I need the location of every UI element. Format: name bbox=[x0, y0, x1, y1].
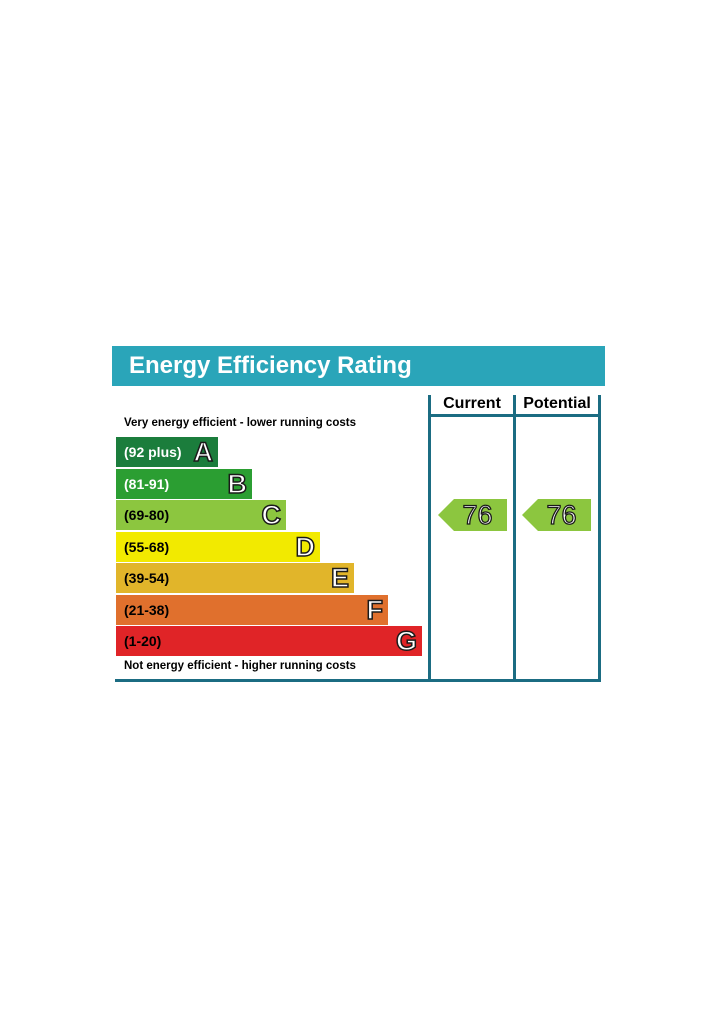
band-letter: F bbox=[366, 594, 384, 626]
band-range-label: (39-54) bbox=[124, 570, 170, 586]
caption-efficient: Very energy efficient - lower running co… bbox=[124, 417, 356, 429]
band-range-label: (1-20) bbox=[124, 633, 162, 649]
band-a: (92 plus) A bbox=[116, 436, 218, 468]
frame-right-border bbox=[598, 395, 601, 682]
band-range-label: (69-80) bbox=[124, 507, 170, 523]
band-f: (21-38) F bbox=[116, 594, 388, 626]
potential-rating-value: 76 bbox=[546, 499, 577, 530]
band-range-label: (21-38) bbox=[124, 601, 170, 618]
band-letter: C bbox=[261, 499, 282, 531]
band-letter: G bbox=[395, 625, 418, 657]
arrow-shape bbox=[522, 499, 591, 531]
band-letter: E bbox=[330, 562, 350, 594]
band-g: (1-20) G bbox=[116, 625, 422, 657]
band-c: (69-80) C bbox=[116, 499, 286, 531]
band-range-label: (55-68) bbox=[124, 538, 170, 555]
chart-title: Energy Efficiency Rating bbox=[129, 352, 412, 379]
frame-left-divider bbox=[428, 395, 431, 682]
band-d: (55-68) D bbox=[116, 531, 320, 563]
current-rating-value: 76 bbox=[462, 499, 493, 530]
frame-bottom-border bbox=[115, 679, 601, 682]
potential-rating-arrow: 76 bbox=[522, 499, 591, 531]
band-letter: D bbox=[295, 531, 316, 563]
title-banner: Energy Efficiency Rating bbox=[112, 346, 605, 386]
frame-middle-divider bbox=[513, 395, 516, 682]
arrow-shape bbox=[438, 499, 507, 531]
potential-column-header: Potential bbox=[523, 395, 591, 412]
band-letter: A bbox=[193, 436, 214, 468]
band-e: (39-54) E bbox=[116, 562, 354, 594]
current-column-header: Current bbox=[443, 395, 501, 412]
current-rating-arrow: 76 bbox=[438, 499, 507, 531]
header-underline bbox=[428, 414, 601, 417]
band-range-label: (92 plus) bbox=[124, 444, 182, 460]
caption-inefficient: Not energy efficient - higher running co… bbox=[124, 660, 356, 672]
band-letter: B bbox=[227, 468, 248, 500]
band-b: (81-91) B bbox=[116, 468, 252, 500]
band-range-label: (81-91) bbox=[124, 475, 170, 492]
